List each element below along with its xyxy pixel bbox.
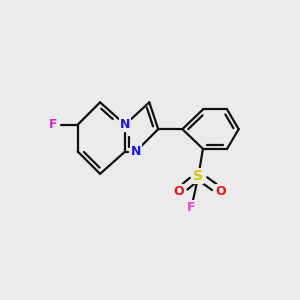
Text: F: F — [187, 201, 196, 214]
Text: N: N — [131, 145, 141, 158]
Text: O: O — [215, 185, 226, 198]
Text: N: N — [120, 118, 130, 131]
Text: O: O — [173, 185, 184, 198]
Text: S: S — [194, 169, 203, 183]
Text: F: F — [49, 118, 57, 131]
